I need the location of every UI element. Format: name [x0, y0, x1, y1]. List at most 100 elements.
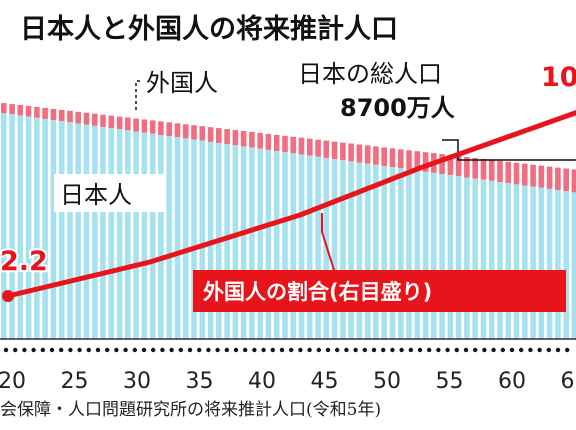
foreign-bar-segment	[530, 164, 536, 187]
japanese-bar-segment	[1, 113, 7, 339]
japanese-bar-segment	[182, 138, 189, 339]
japanese-bar-segment	[480, 179, 487, 339]
foreign-bar-segment	[67, 110, 73, 123]
ratio-start-dot	[2, 290, 14, 302]
japanese-bar-segment	[133, 131, 139, 339]
foreign-bar-segment	[92, 113, 98, 126]
foreign-bar-segment	[348, 143, 354, 162]
japanese-bar-segment	[42, 118, 48, 340]
japanese-bar-segment	[75, 123, 81, 339]
ratio-start-value: 2.2	[0, 246, 48, 277]
axis-dot	[482, 347, 487, 353]
japanese-bar-segment	[538, 187, 545, 339]
japanese-bar-segment	[50, 120, 57, 339]
foreign-bar-segment	[42, 107, 48, 119]
japanese-bar-segment	[530, 186, 536, 339]
axis-dot	[151, 347, 156, 353]
japanese-bar-segment	[406, 169, 412, 339]
ratio-end-value: 10	[541, 62, 576, 93]
japanese-bar-segment	[116, 129, 123, 339]
foreign-bar-segment	[83, 112, 90, 125]
japanese-bar-segment	[381, 166, 387, 339]
x-tick-label: 60	[498, 369, 526, 394]
japanese-bar-segment	[100, 126, 106, 340]
axis-dot	[86, 347, 92, 353]
foreign-bar-segment	[174, 123, 181, 138]
axis-dot	[132, 347, 137, 353]
japanese-bar-segment	[398, 168, 404, 339]
foreign-bar-segment	[50, 108, 57, 120]
foreign-bar-segment	[207, 127, 214, 142]
chart-title: 日本人と外国人の将来推計人口	[20, 13, 398, 45]
foreign-bar-segment	[522, 163, 528, 186]
x-tick-label: 45	[311, 369, 339, 394]
japanese-bar-segment	[249, 147, 255, 339]
foreign-bar-segment	[34, 107, 40, 118]
total-leader-line	[442, 139, 576, 161]
foreign-bar-segment	[323, 140, 330, 158]
axis-dot	[454, 347, 459, 353]
japanese-bar-segment	[364, 163, 371, 339]
foreign-bar-segment	[538, 165, 545, 188]
axis-dot	[473, 347, 478, 353]
foreign-bar-segment	[199, 126, 206, 141]
japanese-bar-segment	[447, 175, 454, 339]
foreign-bar-segment	[58, 109, 65, 122]
japanese-bar-segment	[224, 144, 230, 339]
japanese-label-bg	[54, 174, 164, 212]
japanese-series-label: 日本人	[60, 181, 132, 209]
axis-dot	[31, 347, 36, 353]
japanese-bar-segment	[149, 133, 156, 339]
axis-dot	[59, 347, 64, 353]
japanese-bar-segment	[83, 124, 90, 339]
foreign-ratio-line	[7, 110, 576, 299]
total-population-value: 8700万人	[340, 94, 455, 122]
x-tick-label: 35	[186, 369, 214, 394]
total-population-label: 日本の総人口	[298, 60, 442, 88]
japanese-bar-segment	[67, 122, 73, 339]
japanese-bar-segment	[563, 191, 569, 339]
foreign-bar-segment	[546, 166, 553, 189]
axis-dot	[178, 347, 183, 353]
axis-dot	[565, 347, 570, 353]
foreign-bar-segment	[439, 154, 445, 174]
japanese-bar-segment	[17, 115, 24, 340]
axis-dot	[160, 347, 165, 353]
axis-dot	[417, 347, 423, 353]
ratio-leader-line	[321, 213, 335, 271]
japanese-bar-segment	[307, 155, 313, 339]
foreign-bar-segment	[480, 158, 487, 180]
foreign-bar-segment	[9, 104, 15, 115]
foreign-bar-segment	[298, 137, 305, 155]
axis-dot	[114, 347, 119, 353]
axis-dot	[187, 347, 193, 353]
japanese-bar-segment	[472, 178, 478, 339]
x-tick-label: 30	[123, 369, 151, 394]
foreign-bar-segment	[17, 105, 24, 116]
japanese-bar-segment	[497, 182, 503, 339]
japanese-bar-segment	[125, 130, 131, 339]
foreign-bar-segment	[406, 150, 412, 170]
axis-dot	[436, 347, 441, 353]
axis-dot	[169, 347, 174, 353]
japanese-bar-segment	[414, 170, 421, 339]
x-tick-label: 55	[436, 369, 464, 394]
japanese-bar-segment	[199, 140, 206, 339]
ratio-label-box	[193, 270, 566, 312]
ratio-series-label: 外国人の割合(右目盛り)	[203, 280, 432, 304]
axis-dot	[427, 347, 432, 353]
japanese-bar-segment	[555, 190, 561, 339]
japanese-bar-segment	[257, 148, 263, 339]
japanese-bar-segment	[464, 177, 470, 339]
foreign-bar-segment	[389, 148, 396, 168]
foreign-bar-segment	[108, 115, 115, 128]
foreign-bar-segment	[472, 157, 478, 179]
japanese-bar-segment	[513, 184, 520, 339]
axis-dot	[509, 347, 515, 353]
foreign-bar-segment	[273, 134, 280, 152]
foreign-bar-segment	[249, 132, 255, 148]
x-axis-ticks: 20 25 30 35 40 45 50 55 60 65	[0, 369, 576, 394]
japanese-bar-segment	[455, 176, 462, 339]
foreign-bar-segment	[265, 133, 272, 150]
axis-dot	[408, 347, 413, 353]
